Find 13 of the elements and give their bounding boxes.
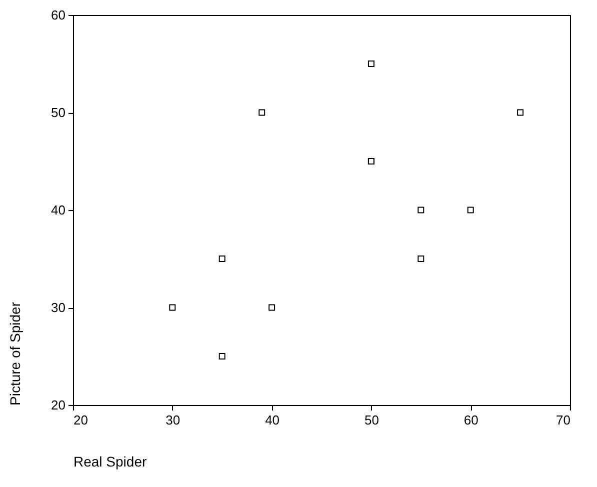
y-axis-title: Picture of Spider [7, 302, 24, 406]
x-tick-label: 40 [265, 412, 280, 428]
y-tick-label: 50 [51, 105, 66, 120]
x-tick-label: 60 [464, 412, 478, 428]
y-tick-label: 60 [51, 8, 66, 22]
x-axis-title: Real Spider [74, 454, 147, 470]
x-tick-label: 30 [166, 412, 180, 428]
y-tick-label: 30 [51, 300, 66, 315]
y-tick-label: 40 [51, 202, 66, 218]
y-tick-label: 20 [51, 398, 66, 412]
x-tick-label: 20 [74, 412, 88, 428]
x-tick-label: 50 [364, 412, 379, 428]
x-tick-label: 70 [556, 412, 570, 428]
